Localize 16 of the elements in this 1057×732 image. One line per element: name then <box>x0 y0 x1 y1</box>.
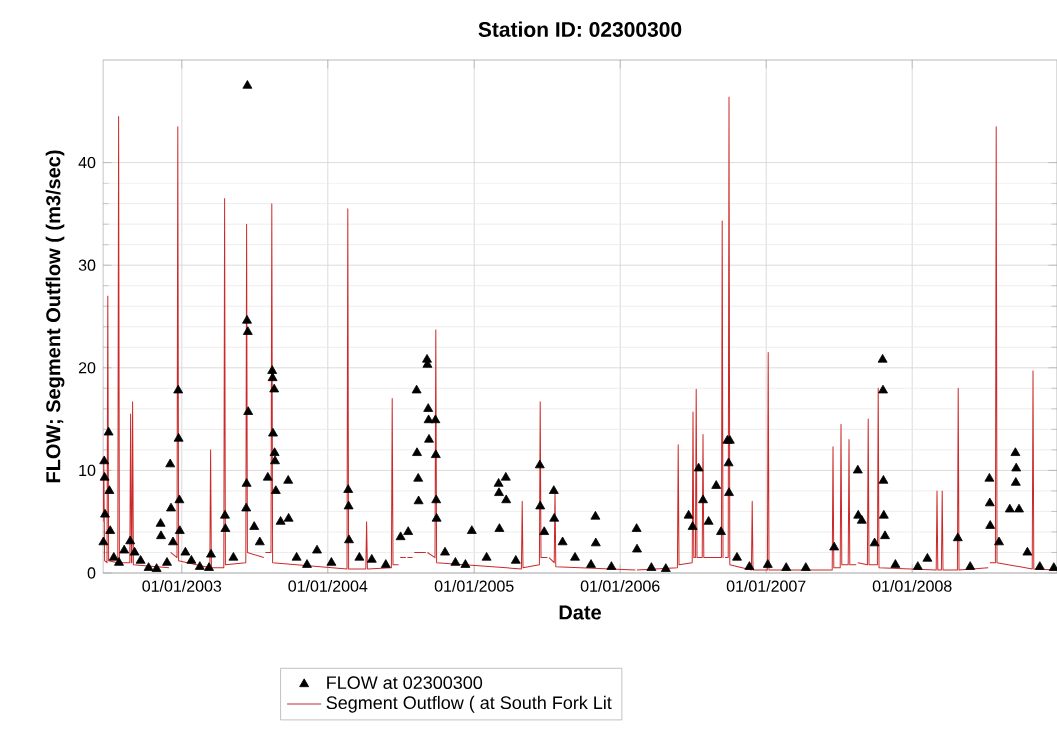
y-tick-label: 0 <box>87 567 96 579</box>
y-tick-label: 40 <box>78 156 96 169</box>
y-tick-label: 20 <box>78 362 96 374</box>
y-tick-label: 30 <box>78 259 96 271</box>
x-axis-title: Date <box>559 605 601 620</box>
legend-label: Segment Outflow ( at South Fork Lit <box>326 695 612 713</box>
legend-label: FLOW at 02300300 <box>327 676 483 690</box>
x-tick-label: 01/01/2006 <box>580 580 660 592</box>
x-tick-label: 01/01/2005 <box>434 580 514 592</box>
x-tick-label: 01/01/2008 <box>872 580 952 592</box>
x-tick-label: 01/01/2007 <box>726 580 806 592</box>
chart-title: Station ID: 02300300 <box>478 21 682 37</box>
y-tick-label: 10 <box>79 464 96 477</box>
x-tick-label: 01/01/2003 <box>142 580 222 592</box>
x-tick-label: 01/01/2004 <box>288 580 368 592</box>
y-axis-title: FLOW; Segment Outflow ( (m3/sec) <box>45 150 65 483</box>
